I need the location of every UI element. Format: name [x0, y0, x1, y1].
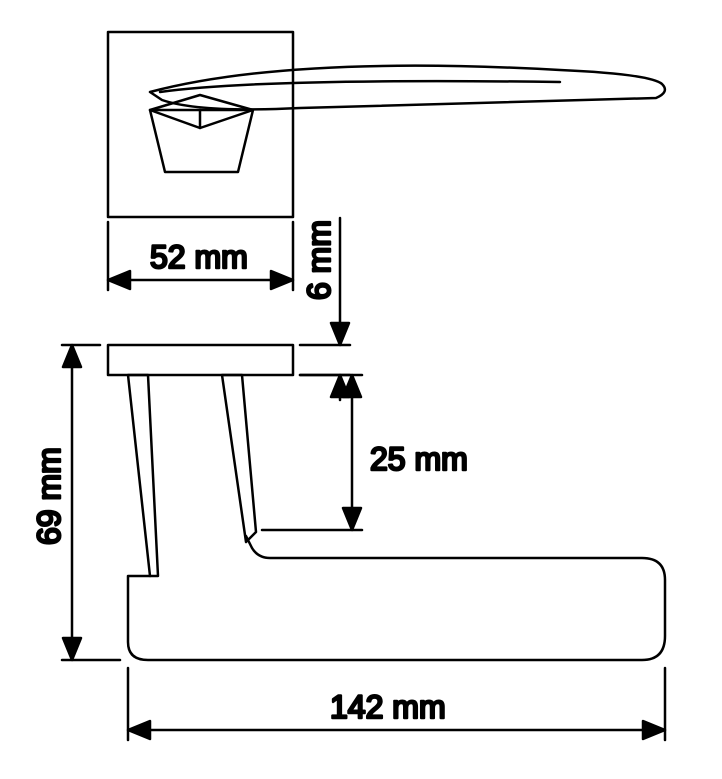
- dimension-label-25: 25 mm: [370, 441, 468, 477]
- stem-side-left: [128, 375, 158, 576]
- lever-side-outline: [128, 536, 665, 660]
- stem-trapezoid: [150, 110, 253, 172]
- top-view: [108, 32, 665, 217]
- lever-top-ridge: [160, 81, 560, 92]
- dimension-25mm: [262, 375, 362, 530]
- dimension-label-6: 6 mm: [301, 220, 337, 300]
- technical-drawing: 52 mm 6 mm 25 mm 69 mm: [0, 0, 722, 779]
- dimension-69mm: [62, 345, 120, 660]
- dimension-label-69: 69 mm: [31, 447, 67, 545]
- stem-side-right: [222, 375, 256, 542]
- dimension-label-142: 142 mm: [330, 689, 446, 725]
- dimension-label-52: 52 mm: [150, 239, 248, 275]
- rose-plate-side: [108, 345, 293, 375]
- side-view: [108, 345, 665, 660]
